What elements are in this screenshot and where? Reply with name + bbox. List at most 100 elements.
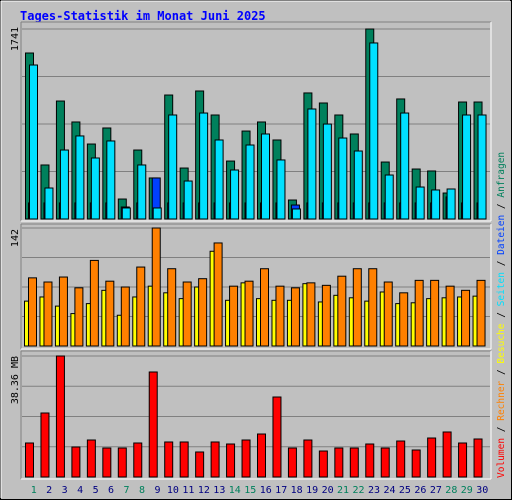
bar (473, 438, 483, 478)
bar (349, 447, 359, 478)
bar (90, 157, 100, 220)
bar (458, 442, 468, 478)
x-tick-label: 8 (139, 485, 145, 496)
bar (287, 447, 297, 478)
x-tick-label: 23 (368, 485, 380, 496)
bar (179, 441, 189, 478)
bar (477, 114, 487, 220)
bar (226, 443, 236, 478)
bar (74, 287, 84, 347)
bar (183, 180, 193, 220)
bar (306, 282, 316, 347)
y-tick-label: 142 (10, 229, 21, 247)
bar (244, 280, 254, 347)
x-tick-label: 15 (244, 485, 256, 496)
bar (229, 285, 239, 347)
bar (29, 64, 38, 220)
bar (383, 281, 393, 347)
bar (106, 140, 116, 220)
bar (318, 450, 328, 478)
x-tick-label: 12 (198, 485, 210, 496)
y-tick-label: 1741 (10, 27, 21, 51)
bar (44, 187, 54, 220)
bar (291, 208, 301, 220)
bar (353, 150, 363, 220)
bar (230, 169, 240, 220)
bar (136, 266, 146, 347)
chart-title: Tages-Statistik im Monat Juni 2025 (20, 9, 266, 23)
bar (214, 139, 224, 220)
bar (182, 281, 192, 347)
bar (400, 112, 410, 220)
legend-entry: Rechner (496, 380, 507, 420)
bar (137, 164, 147, 220)
bar (245, 144, 255, 220)
bar (43, 281, 53, 347)
legend-separator: / (496, 421, 507, 438)
legend-separator: / (496, 364, 507, 381)
bar (25, 442, 34, 478)
x-tick-label: 14 (229, 485, 241, 496)
x-tick-label: 10 (167, 485, 179, 496)
bar (414, 279, 424, 347)
legend: Volumen / Rechner / Besuche / Seiten / D… (496, 152, 507, 478)
bar (260, 268, 269, 347)
x-tick-label: 11 (182, 485, 194, 496)
bar (415, 186, 425, 220)
bar (396, 440, 406, 478)
bar (338, 137, 348, 220)
x-tick-label: 21 (337, 485, 349, 496)
bar (430, 279, 440, 347)
bar (369, 42, 379, 220)
bar (337, 275, 347, 347)
x-tick-label: 7 (124, 485, 130, 496)
bar (334, 447, 344, 478)
legend-entry: Seiten (496, 272, 507, 306)
bar (427, 437, 437, 478)
x-tick-label: 19 (306, 485, 318, 496)
legend-entry: Volumen (496, 438, 507, 478)
bar (148, 371, 158, 478)
bar (198, 278, 208, 347)
bar (152, 207, 162, 220)
bar (321, 284, 331, 347)
x-tick-label: 28 (445, 485, 457, 496)
legend-separator: / (496, 255, 507, 272)
bar (28, 277, 37, 347)
bar (290, 287, 300, 347)
x-tick-label: 13 (213, 485, 225, 496)
x-tick-label: 9 (154, 485, 160, 496)
bar (40, 412, 50, 478)
x-tick-label: 4 (77, 485, 83, 496)
x-tick-label: 25 (399, 485, 411, 496)
bar (462, 114, 472, 220)
bar (322, 123, 332, 220)
bar (164, 441, 174, 478)
bar (365, 443, 375, 478)
x-tick-label: 18 (291, 485, 303, 496)
bar (241, 439, 251, 478)
x-tick-label: 22 (353, 485, 365, 496)
x-tick-label: 3 (62, 485, 68, 496)
bar (276, 159, 286, 220)
bar (272, 396, 282, 478)
bar (384, 174, 394, 220)
bar (105, 280, 115, 347)
x-tick-label: 26 (414, 485, 426, 496)
x-tick-label: 24 (383, 485, 395, 496)
legend-separator: / (496, 306, 507, 323)
x-tick-label: 16 (260, 485, 272, 496)
bar (102, 447, 112, 478)
x-tick-label: 20 (322, 485, 334, 496)
bar (59, 149, 69, 220)
bar (442, 431, 452, 478)
bar (168, 114, 178, 220)
bar (195, 451, 205, 478)
bar (117, 447, 127, 478)
bar (411, 449, 421, 478)
bar (199, 112, 209, 220)
bar (275, 285, 285, 347)
x-tick-label: 5 (93, 485, 99, 496)
bar (89, 259, 99, 347)
